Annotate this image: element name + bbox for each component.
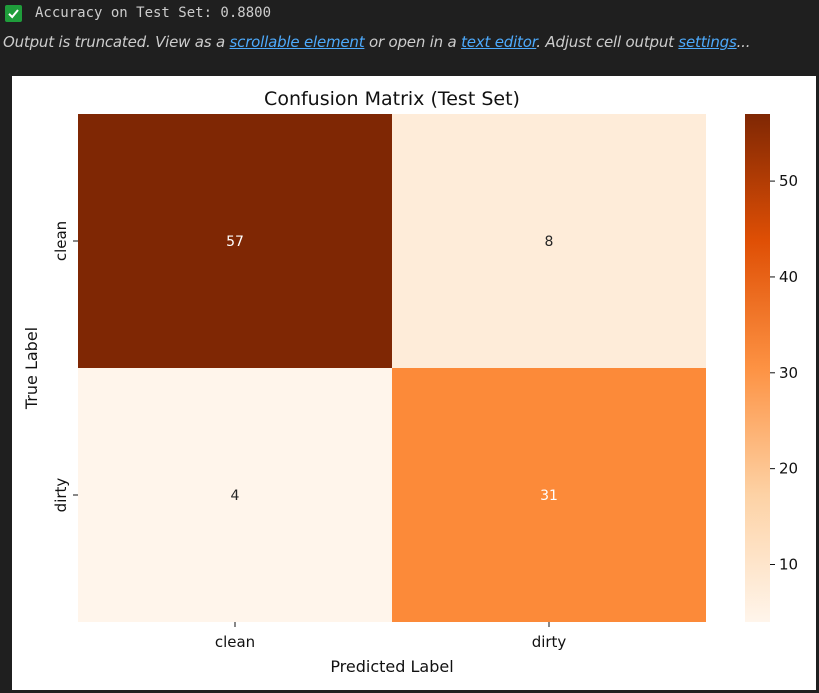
heatmap-cell-dirty-dirty	[392, 368, 706, 622]
colorbar-tick-label-10: 10	[779, 555, 798, 573]
colorbar-tick-label-30: 30	[779, 364, 798, 382]
truncation-suffix: ...	[736, 33, 751, 51]
cell-value-dirty-clean: 4	[231, 488, 240, 504]
y-tick-label-dirty: dirty	[52, 478, 70, 513]
heatmap-cell-clean-clean	[78, 114, 392, 368]
x-tick-label-clean: clean	[215, 633, 255, 651]
colorbar	[745, 114, 770, 622]
x-tick-label-dirty: dirty	[532, 633, 567, 651]
cell-value-clean-dirty: 8	[545, 234, 554, 250]
y-axis-label: True Label	[22, 327, 41, 410]
scrollable-element-link[interactable]: scrollable element	[229, 33, 365, 51]
y-tick-label-clean: clean	[52, 221, 70, 261]
check-icon	[5, 4, 22, 22]
cell-value-clean-clean: 57	[226, 234, 244, 250]
text-editor-link[interactable]: text editor	[461, 33, 537, 51]
colorbar-tick-label-20: 20	[779, 460, 798, 478]
truncation-middle-2: . Adjust cell output	[536, 33, 679, 51]
heatmap-cell-dirty-clean	[78, 368, 392, 622]
confusion-matrix-figure: Confusion Matrix (Test Set) 57 8 4 31 clean…	[12, 76, 816, 690]
confusion-matrix-chart: Confusion Matrix (Test Set) 57 8 4 31 clean…	[22, 88, 798, 676]
accuracy-text: Accuracy on Test Set: 0.8800	[35, 5, 272, 21]
colorbar-tick-label-40: 40	[779, 268, 798, 286]
colorbar-tick-label-50: 50	[779, 172, 798, 190]
truncation-middle: or open in a	[364, 33, 462, 51]
cell-value-dirty-dirty: 31	[540, 488, 558, 504]
settings-link[interactable]: settings	[678, 33, 737, 51]
chart-title: Confusion Matrix (Test Set)	[264, 88, 520, 110]
cell-status-line: Accuracy on Test Set: 0.8800	[5, 3, 271, 23]
truncation-prefix: Output is truncated. View as a	[3, 33, 230, 51]
truncation-notice: Output is truncated. View as a scrollabl…	[3, 33, 751, 55]
heatmap-cell-clean-dirty	[392, 114, 706, 368]
x-axis-label: Predicted Label	[330, 657, 453, 676]
